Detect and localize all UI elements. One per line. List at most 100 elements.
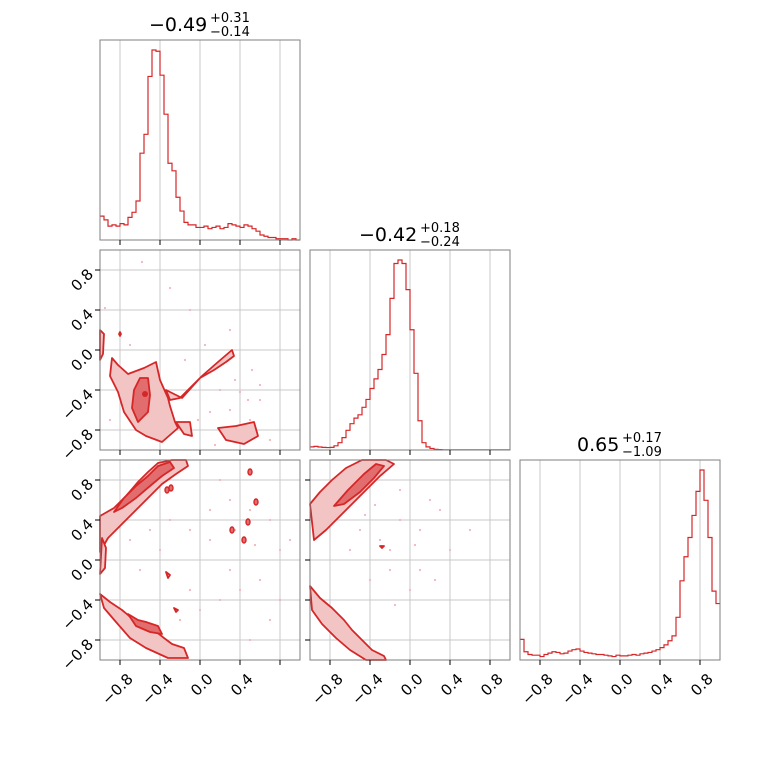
contour-inner-level	[333, 463, 385, 507]
contour-outer-level	[175, 421, 193, 437]
title-param2: −0.42 +0.18 −0.24	[359, 221, 460, 250]
scatter-point	[246, 398, 250, 402]
scatter-point	[188, 308, 192, 312]
scatter-point	[140, 260, 144, 264]
histogram-step-line	[100, 49, 300, 241]
scatter-point	[388, 548, 392, 552]
scatter-point	[198, 608, 202, 612]
scatter-point	[408, 588, 412, 592]
scatter-point	[378, 538, 382, 542]
scatter-point	[183, 358, 187, 362]
contour-inner-level	[131, 377, 151, 423]
y-tick-label: −0.4	[59, 595, 97, 633]
scatter-point	[238, 588, 242, 592]
scatter-point	[388, 568, 392, 572]
scatter-point	[196, 418, 200, 422]
scatter-point	[238, 390, 242, 394]
contour-panel-param1-param3: −0.8 −0.4 0.0 0.4−0.8−0.40.00.40.8	[59, 459, 301, 709]
contour-panel-param2-param3: −0.8 −0.4 0.0 0.4 0.8	[305, 459, 511, 709]
scatter-point	[348, 548, 352, 552]
contour-island	[241, 536, 247, 544]
contour-outer-level	[309, 585, 387, 661]
y-tick-label: 0.8	[67, 475, 97, 505]
scatter-point	[358, 528, 362, 532]
scatter-point	[418, 528, 422, 532]
scatter-point	[213, 443, 217, 447]
scatter-point	[108, 418, 112, 422]
y-tick-label: 0.8	[67, 265, 97, 295]
x-tick-label: −0.8	[308, 670, 346, 708]
scatter-point	[438, 508, 442, 512]
scatter-point	[278, 598, 282, 602]
x-tick-label: −0.8	[98, 670, 136, 708]
y-tick-label: 0.4	[67, 305, 97, 335]
x-tick-label: −0.4	[138, 670, 176, 708]
contour-outer-level	[118, 331, 122, 337]
scatter-point	[188, 588, 192, 592]
histogram-panel-param2	[309, 249, 511, 455]
scatter-point	[203, 343, 207, 347]
x-tick-label: −0.8	[518, 670, 556, 708]
scatter-point	[373, 503, 377, 507]
contour-outer-level	[165, 349, 235, 401]
title-param1-median: −0.49	[149, 14, 207, 36]
scatter-point	[248, 418, 252, 422]
title-param1-plus: +0.31	[210, 11, 250, 26]
contour-outer-level	[99, 329, 105, 361]
scatter-point	[168, 518, 172, 522]
title-param2-minus: −0.24	[420, 235, 460, 250]
scatter-point	[398, 518, 402, 522]
y-tick-label: −0.8	[59, 425, 97, 463]
scatter-point	[148, 528, 152, 532]
contour-island	[253, 498, 259, 506]
scatter-point	[218, 598, 222, 602]
scatter-point	[253, 543, 257, 547]
scatter-point	[228, 568, 232, 572]
x-tick-label: 0.0	[397, 670, 427, 700]
scatter-point	[228, 328, 232, 332]
scatter-point	[208, 508, 212, 512]
scatter-point	[158, 548, 162, 552]
scatter-point	[228, 498, 232, 502]
contour-island	[229, 526, 235, 534]
scatter-point	[288, 538, 292, 542]
scatter-point	[418, 568, 422, 572]
y-tick-label: 0.4	[67, 515, 97, 545]
scatter-point	[433, 578, 437, 582]
title-param3-plus: +0.17	[622, 431, 662, 446]
y-tick-label: 0.0	[67, 345, 97, 375]
scatter-point	[278, 548, 282, 552]
scatter-point	[233, 378, 237, 382]
scatter-point	[188, 528, 192, 532]
density-peak-marker	[142, 391, 148, 397]
scatter-point	[208, 410, 212, 414]
contour-outer-level	[309, 459, 395, 541]
scatter-point	[128, 538, 132, 542]
contour-island	[247, 468, 253, 476]
contour-island	[164, 486, 170, 494]
title-param2-plus: +0.18	[420, 221, 460, 236]
scatter-point	[258, 383, 262, 387]
title-param3-minus: −1.09	[622, 445, 662, 460]
contour-outer-level	[379, 545, 385, 549]
x-tick-label: 0.8	[687, 670, 717, 700]
scatter-point	[468, 528, 472, 532]
title-param1: −0.49 +0.31 −0.14	[149, 11, 250, 40]
scatter-point	[228, 408, 232, 412]
scatter-point	[208, 538, 212, 542]
scatter-point	[448, 548, 452, 552]
histogram-panel-param3: −0.8 −0.4 0.0 0.4 0.8	[518, 459, 721, 709]
x-tick-label: 0.4	[227, 670, 257, 700]
scatter-point	[138, 568, 142, 572]
scatter-point	[363, 513, 367, 517]
y-tick-label: −0.4	[59, 385, 97, 423]
contour-outer-level	[173, 607, 179, 613]
title-param2-median: −0.42	[359, 224, 417, 246]
histogram-step-line	[520, 469, 720, 658]
x-tick-label: 0.4	[647, 670, 677, 700]
contour-outer-level	[165, 571, 171, 579]
scatter-point	[368, 578, 372, 582]
scatter-point	[258, 578, 262, 582]
scatter-point	[103, 306, 107, 310]
scatter-point	[218, 478, 222, 482]
